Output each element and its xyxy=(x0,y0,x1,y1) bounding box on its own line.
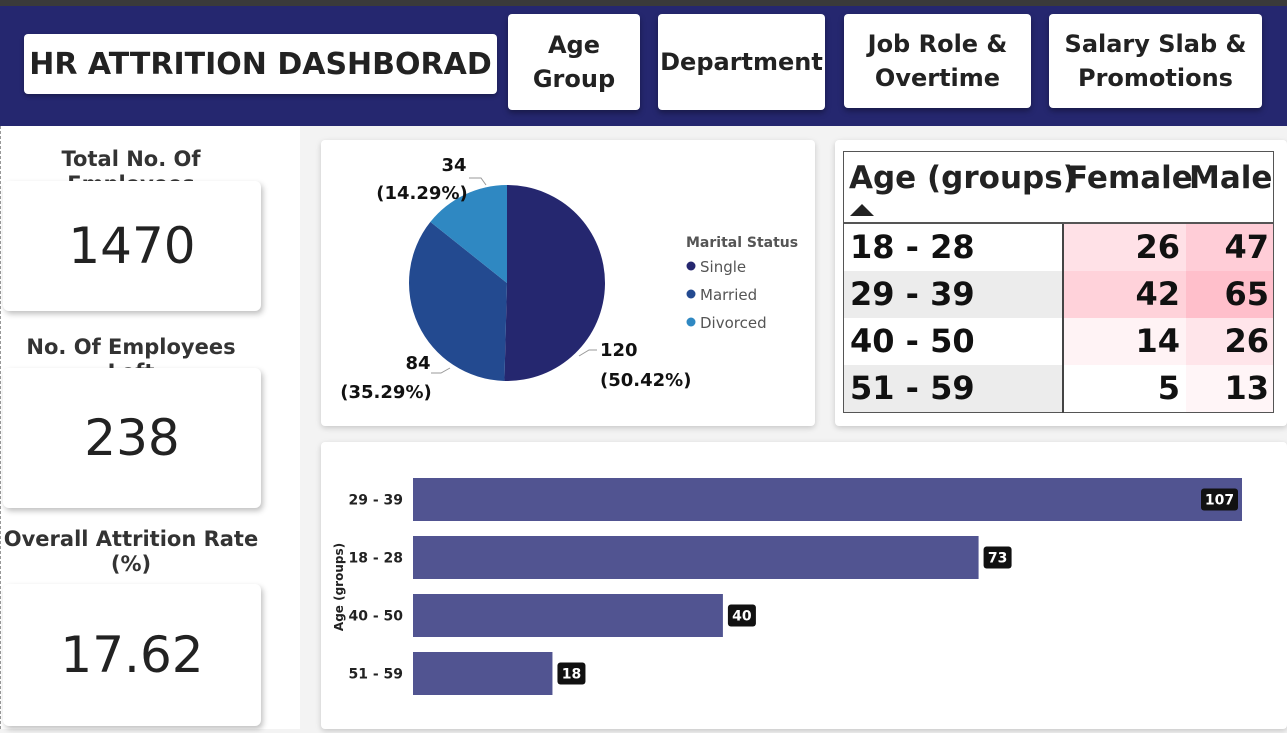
attrition-rate-label-line1: Overall Attrition Rate xyxy=(3,527,259,551)
bar-data-label: 73 xyxy=(988,551,1007,567)
heat-cell xyxy=(1064,224,1186,271)
attrition-rate-label-line2: (%) xyxy=(110,552,152,576)
matrix-cell-age: 40 - 50 xyxy=(850,322,975,360)
nav-button-department[interactable]: Department xyxy=(658,14,825,110)
pie-label-married-count: 84 xyxy=(405,353,430,374)
heat-cell xyxy=(1064,271,1186,318)
bar-category-label: 29 - 39 xyxy=(348,493,403,509)
attrition-rate-card: 17.62 xyxy=(3,584,261,726)
bar-category-label: 51 - 59 xyxy=(348,667,403,683)
matrix-cell-female: 5 xyxy=(1157,369,1180,407)
heat-cell xyxy=(1064,318,1186,365)
data-label-badge xyxy=(727,604,756,627)
matrix-cell-age: 29 - 39 xyxy=(850,275,975,313)
bar-29-39[interactable] xyxy=(413,478,1242,521)
attrition-rate-label: Overall Attrition Rate (%) xyxy=(0,527,262,577)
bar-data-label: 40 xyxy=(732,609,752,625)
pie-legend-title: Marital Status xyxy=(686,235,798,251)
leader-line xyxy=(578,349,597,357)
data-label-badge xyxy=(1201,488,1238,511)
matrix-cell-male: 65 xyxy=(1224,275,1269,313)
matrix-cell-female: 26 xyxy=(1135,228,1180,266)
bar-data-label: 107 xyxy=(1205,493,1234,509)
marital-status-pie-card: 34 (14.29%) 84 (35.29%) 120 (50.42%) Mar… xyxy=(321,140,815,426)
table-row[interactable]: 29 - 39 42 65 xyxy=(844,271,1273,318)
pie-slice-divorced[interactable] xyxy=(430,185,507,283)
marital-status-pie-chart: 34 (14.29%) 84 (35.29%) 120 (50.42%) Mar… xyxy=(340,155,798,403)
employees-left-card: 238 xyxy=(3,368,261,508)
legend-label-married: Married xyxy=(700,286,757,304)
pie-slice-married[interactable] xyxy=(409,221,507,381)
table-row[interactable]: 40 - 50 14 26 xyxy=(844,318,1273,365)
matrix-header-female[interactable]: Female xyxy=(1067,160,1193,196)
heat-cell xyxy=(1186,271,1273,318)
table-row[interactable]: 18 - 28 26 47 xyxy=(844,224,1273,271)
matrix-cell-female: 42 xyxy=(1135,275,1180,313)
pie-label-divorced-pct: (14.29%) xyxy=(376,183,467,204)
bar-data-label: 18 xyxy=(562,667,581,683)
legend-marker-married xyxy=(686,289,696,299)
nav-button-salary-slab-promotions[interactable]: Salary Slab & Promotions xyxy=(1049,14,1262,108)
dashboard-title: HR ATTRITION DASHBORAD xyxy=(24,34,497,94)
data-label-badge xyxy=(983,546,1012,569)
matrix-cell-male: 13 xyxy=(1224,369,1269,407)
pie-label-single-pct: (50.42%) xyxy=(600,370,691,391)
nav-label-line1: Job Role & xyxy=(867,30,1008,58)
bar-category-label: 40 - 50 xyxy=(348,609,403,625)
nav-label-line1: Salary Slab & xyxy=(1064,30,1247,58)
legend-label-divorced: Divorced xyxy=(700,314,767,332)
bar-18-28[interactable] xyxy=(413,536,979,579)
nav-label-line1: Age xyxy=(547,31,600,59)
matrix-header-age[interactable]: Age (groups) xyxy=(849,160,1077,196)
heat-cell xyxy=(1186,365,1273,412)
nav-label-line2: Group xyxy=(532,65,616,93)
matrix-cell-male: 26 xyxy=(1224,322,1269,360)
pie-label-married-pct: (35.29%) xyxy=(340,382,431,403)
matrix-cell-female: 14 xyxy=(1135,322,1180,360)
bar-category-label: 18 - 28 xyxy=(348,551,403,567)
heat-cell xyxy=(1186,318,1273,365)
window-top-strip xyxy=(0,0,1287,6)
matrix-cell-age: 51 - 59 xyxy=(850,369,975,407)
age-attrition-bar-chart: Age (groups) 29 - 39 107 18 - 28 73 40 - 50 4… xyxy=(332,478,1242,695)
nav-label-line2: Overtime xyxy=(874,64,1001,92)
data-label-badge xyxy=(557,662,586,685)
table-row[interactable]: 51 - 59 5 13 xyxy=(844,365,1273,412)
leader-line xyxy=(431,367,451,374)
age-attrition-bar-card: Age (groups) 29 - 39 107 18 - 28 73 40 - 50 4… xyxy=(321,442,1287,729)
legend-marker-single xyxy=(686,261,696,271)
legend-label-single: Single xyxy=(700,258,746,276)
pie-label-divorced-count: 34 xyxy=(441,155,466,176)
pie-label-single-count: 120 xyxy=(600,340,638,361)
total-employees-card: 1470 xyxy=(3,181,261,311)
matrix-column-divider xyxy=(1062,224,1064,413)
bar-51-59[interactable] xyxy=(413,652,553,695)
age-gender-matrix: Age (groups) Female Male 18 - 28 26 47 2… xyxy=(843,151,1274,413)
heat-cell xyxy=(1064,365,1186,412)
matrix-header-male[interactable]: Male xyxy=(1189,160,1273,196)
legend-marker-divorced xyxy=(686,317,696,327)
bar-40-50[interactable] xyxy=(413,594,723,637)
nav-label-line1: Department xyxy=(660,48,823,76)
matrix-cell-male: 47 xyxy=(1224,228,1269,266)
nav-button-age-group[interactable]: Age Group xyxy=(508,14,640,110)
heat-cell xyxy=(1186,224,1273,271)
nav-button-job-role-overtime[interactable]: Job Role & Overtime xyxy=(844,14,1031,108)
leader-line xyxy=(469,177,487,186)
pie-slice-single[interactable] xyxy=(504,185,606,381)
nav-label-line2: Promotions xyxy=(1078,64,1233,92)
sort-ascending-icon[interactable] xyxy=(850,204,874,216)
bar-chart-ylabel: Age (groups) xyxy=(332,543,346,631)
matrix-header-divider xyxy=(844,222,1273,224)
matrix-cell-age: 18 - 28 xyxy=(850,228,975,266)
